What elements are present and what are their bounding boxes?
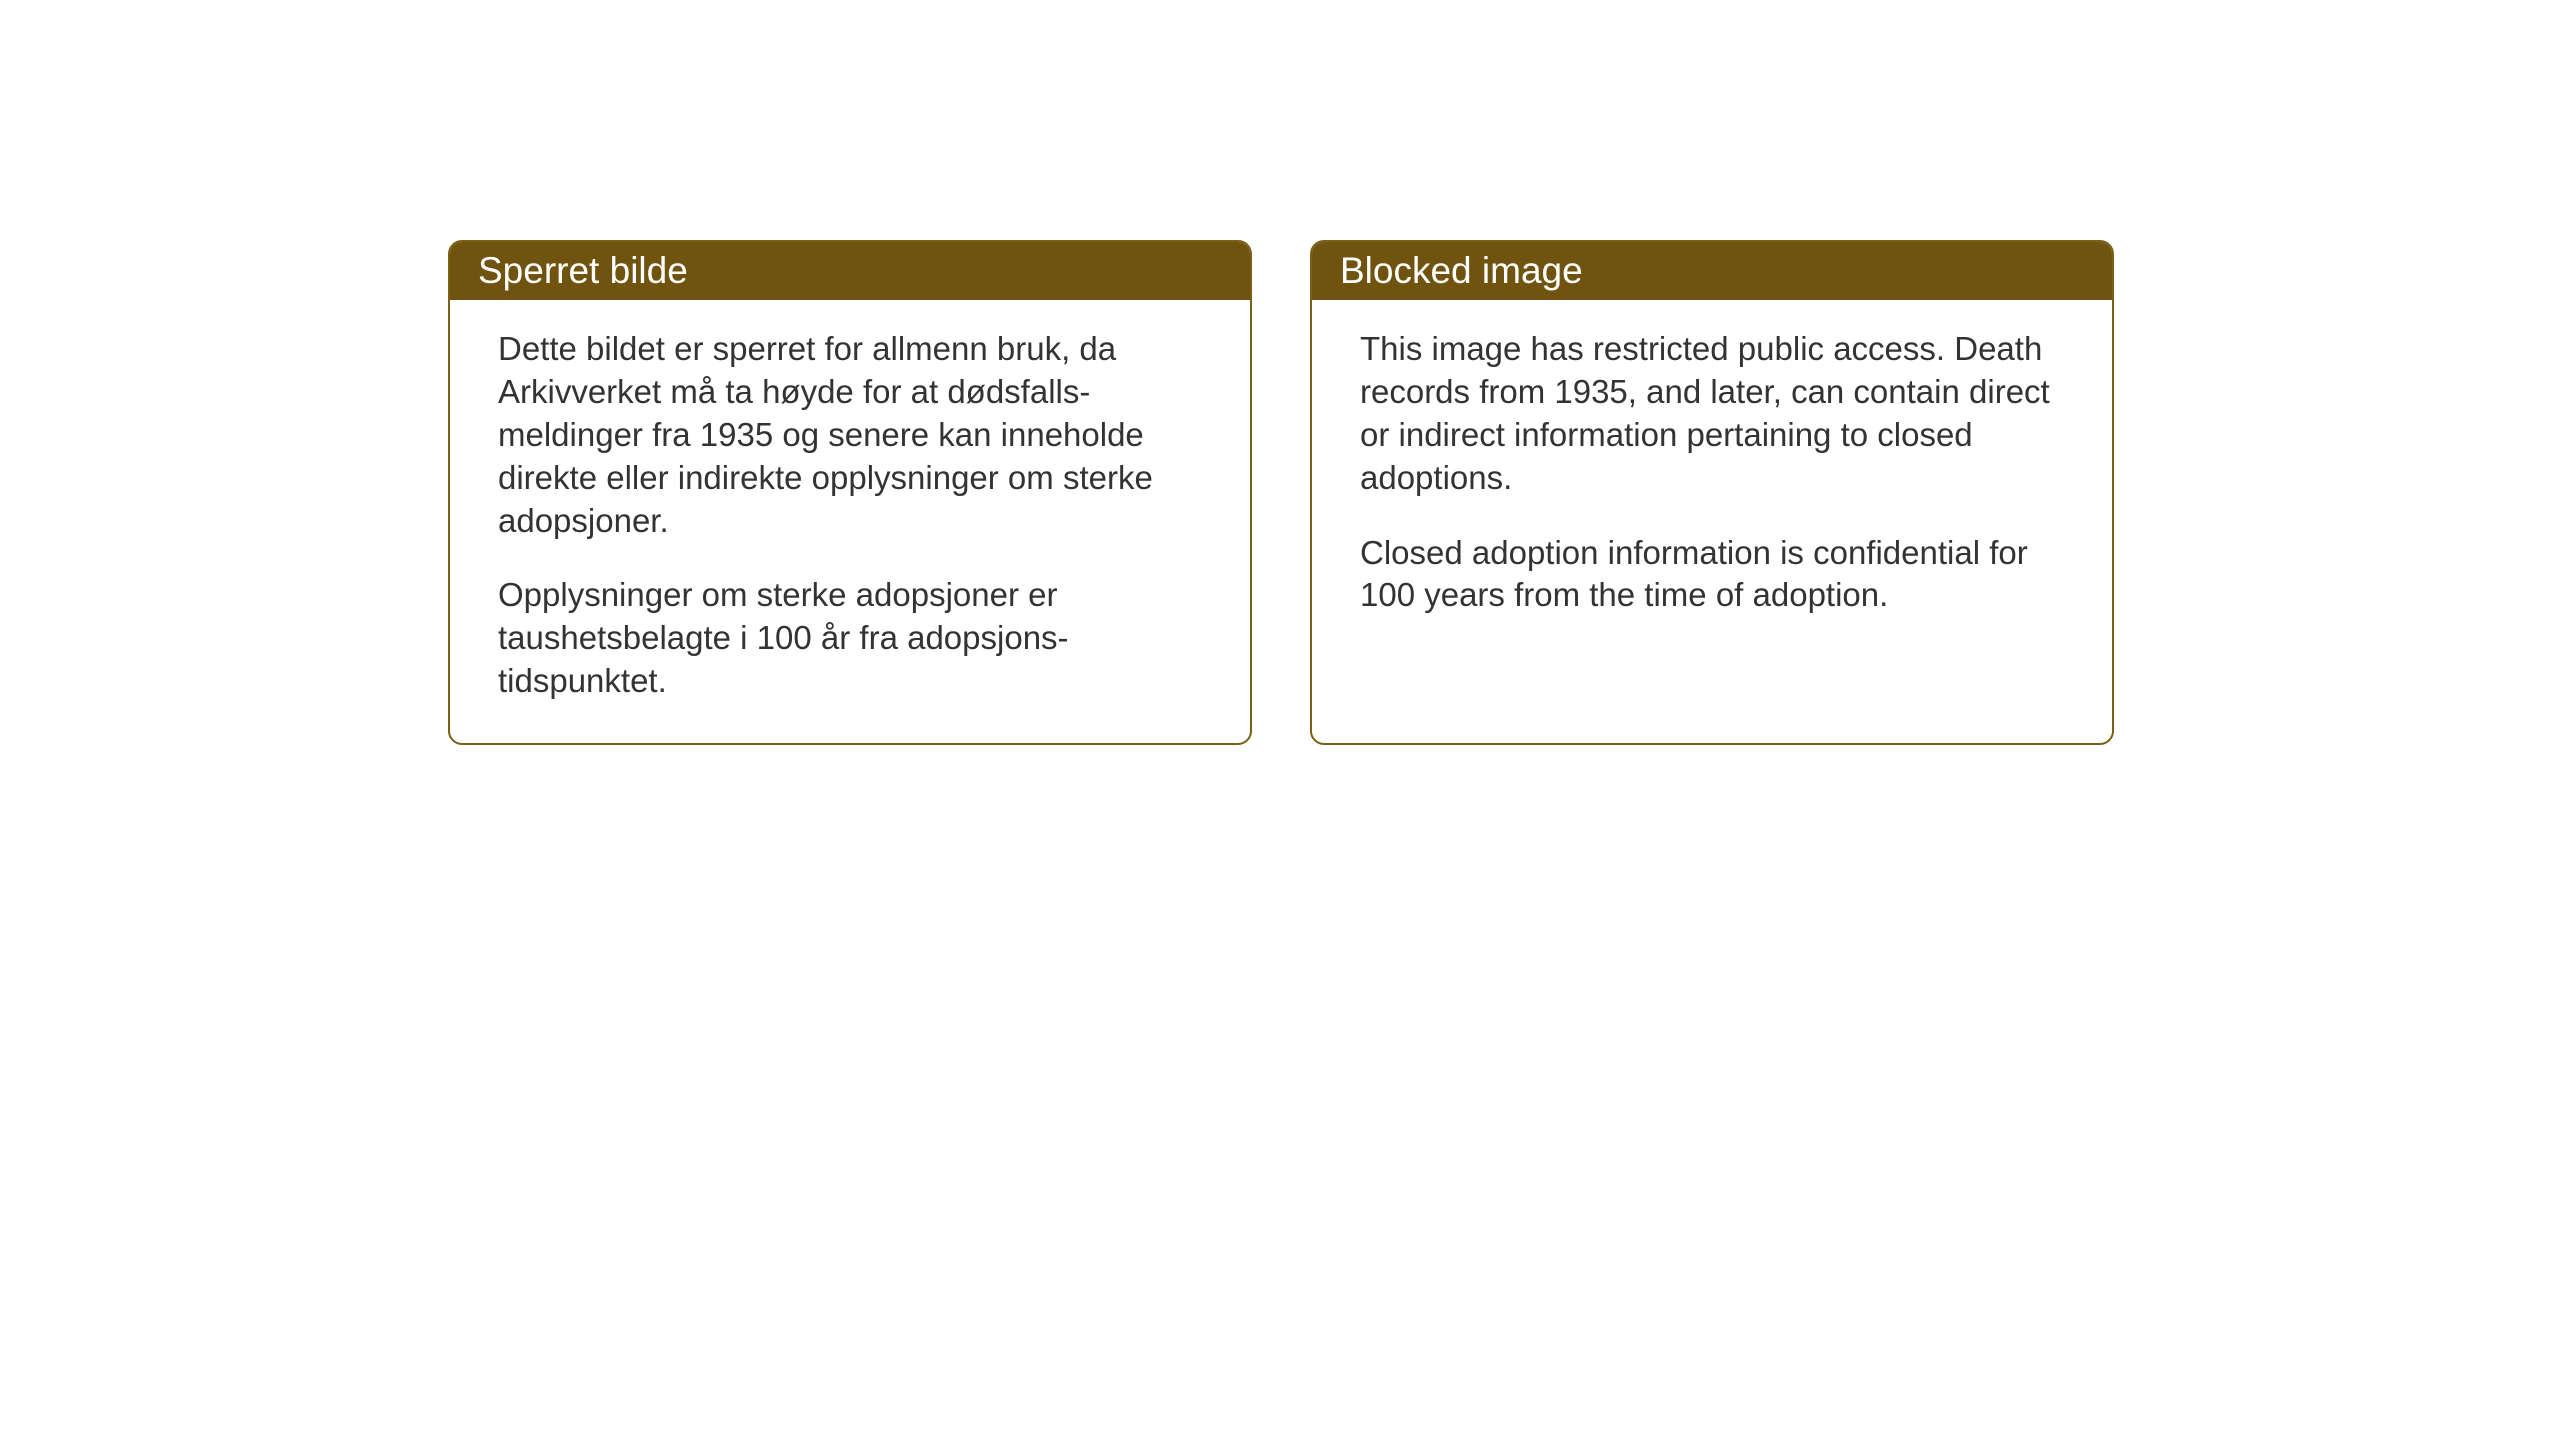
english-notice-card: Blocked image This image has restricted … [1310, 240, 2114, 745]
english-card-body: This image has restricted public access.… [1312, 300, 2112, 657]
notice-container: Sperret bilde Dette bildet er sperret fo… [448, 240, 2114, 745]
norwegian-card-title: Sperret bilde [478, 250, 688, 291]
english-card-header: Blocked image [1312, 242, 2112, 300]
norwegian-notice-card: Sperret bilde Dette bildet er sperret fo… [448, 240, 1252, 745]
english-card-title: Blocked image [1340, 250, 1583, 291]
english-paragraph-2: Closed adoption information is confident… [1360, 532, 2064, 618]
norwegian-paragraph-2: Opplysninger om sterke adopsjoner er tau… [498, 574, 1202, 703]
english-paragraph-1: This image has restricted public access.… [1360, 328, 2064, 500]
norwegian-card-body: Dette bildet er sperret for allmenn bruk… [450, 300, 1250, 743]
norwegian-card-header: Sperret bilde [450, 242, 1250, 300]
norwegian-paragraph-1: Dette bildet er sperret for allmenn bruk… [498, 328, 1202, 542]
